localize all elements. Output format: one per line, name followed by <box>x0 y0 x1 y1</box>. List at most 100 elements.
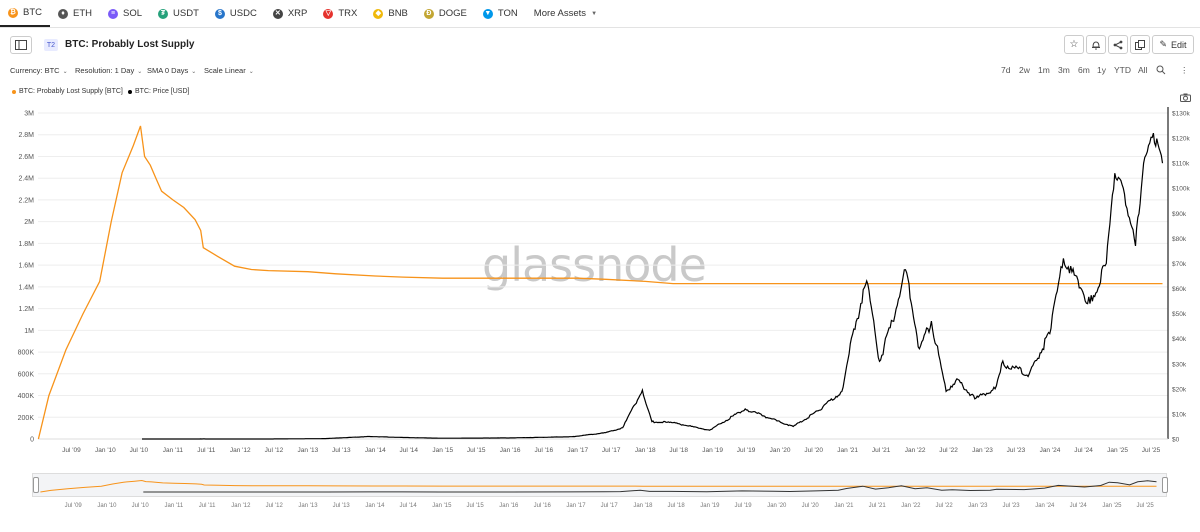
y-right-tick-label: $30k <box>1172 361 1187 368</box>
x-tick-label: Jan '11 <box>163 447 184 454</box>
y-left-tick-label: 1M <box>24 328 34 335</box>
legend-item-supply[interactable]: BTC: Probably Lost Supply [BTC] <box>12 88 123 95</box>
sidebar-toggle-button[interactable] <box>10 36 32 54</box>
y-right-tick-label: $130k <box>1172 111 1190 118</box>
navigator-right-handle[interactable] <box>1162 477 1168 493</box>
navigator-tick-label: Jul '12 <box>266 503 284 509</box>
navigator-tick-label: Jul '25 <box>1137 503 1155 509</box>
share-button[interactable] <box>1108 35 1128 54</box>
x-tick-label: Jul '23 <box>1007 447 1026 454</box>
bnb-icon: ◆ <box>373 8 384 19</box>
sidebar-icon <box>15 40 27 50</box>
navigator-tick-label: Jul '21 <box>869 503 887 509</box>
range-button-ytd[interactable]: YTD <box>1114 65 1131 75</box>
more-assets-label: More Assets <box>533 8 587 19</box>
asset-tab-usdt[interactable]: ₮ USDT <box>150 0 207 27</box>
zoom-button[interactable] <box>1156 65 1166 77</box>
x-tick-label: Jul '11 <box>197 447 215 454</box>
y-right-tick-label: $0 <box>1172 437 1180 444</box>
screenshot-button[interactable] <box>1180 89 1191 107</box>
x-tick-label: Jul '16 <box>534 447 553 454</box>
sma-select[interactable]: SMA 0 Days ⌄ <box>147 66 196 75</box>
more-assets-button[interactable]: More Assets ▼ <box>526 0 605 27</box>
range-button-1y[interactable]: 1y <box>1097 65 1106 75</box>
navigator-tick-label: Jan '24 <box>1035 503 1055 509</box>
y-left-tick-label: 2.2M <box>18 197 34 204</box>
asset-tab-doge[interactable]: Ð DOGE <box>416 0 475 27</box>
edit-button[interactable]: ✎ Edit <box>1152 35 1194 54</box>
zoom-icon <box>1156 65 1166 75</box>
x-tick-label: Jul '17 <box>602 447 621 454</box>
legend-item-price[interactable]: BTC: Price [USD] <box>128 88 189 95</box>
x-tick-label: Jan '16 <box>500 447 521 454</box>
asset-tab-eth[interactable]: ♦ ETH <box>50 0 100 27</box>
sma-label: SMA 0 Days <box>147 66 189 75</box>
range-navigator[interactable] <box>32 473 1167 497</box>
x-tick-label: Jan '15 <box>432 447 453 454</box>
navigator-tick-label: Jan '16 <box>499 503 519 509</box>
more-vertical-icon: ⋮ <box>1180 65 1189 75</box>
y-left-tick-label: 0 <box>30 437 34 444</box>
navigator-left-handle[interactable] <box>33 477 39 493</box>
y-left-tick-label: 200K <box>18 415 35 422</box>
legend-label: BTC: Probably Lost Supply [BTC] <box>19 88 123 95</box>
navigator-tick-label: Jan '25 <box>1102 503 1122 509</box>
asset-tab-usdc[interactable]: $ USDC <box>207 0 265 27</box>
range-button-2w[interactable]: 2w <box>1019 65 1030 75</box>
range-button-7d[interactable]: 7d <box>1001 65 1011 75</box>
y-right-tick-label: $40k <box>1172 336 1187 343</box>
asset-tab-xrp[interactable]: ✕ XRP <box>265 0 316 27</box>
tier-badge: T2 <box>44 39 58 51</box>
range-button-all[interactable]: All <box>1138 65 1148 75</box>
navigator-tick-label: Jul '19 <box>734 503 752 509</box>
x-tick-label: Jan '25 <box>1107 447 1128 454</box>
navigator-tick-label: Jan '21 <box>834 503 854 509</box>
navigator-tick-label: Jan '17 <box>566 503 586 509</box>
y-right-tick-label: $50k <box>1172 311 1187 318</box>
navigator-tick-label: Jul '18 <box>668 503 686 509</box>
x-tick-label: Jan '14 <box>365 447 386 454</box>
pencil-icon: ✎ <box>1159 39 1168 49</box>
asset-tab-label: BTC <box>23 7 42 18</box>
range-button-3m[interactable]: 3m <box>1058 65 1070 75</box>
range-button-6m[interactable]: 6m <box>1078 65 1090 75</box>
x-tick-label: Jul '25 <box>1142 447 1161 454</box>
chevron-down-icon: ⌄ <box>191 69 197 75</box>
y-left-tick-label: 1.6M <box>18 263 34 270</box>
chart-controls: Currency: BTC ⌄ Resolution: 1 Day ⌄ SMA 0 … <box>0 64 1200 80</box>
favorite-button[interactable]: ☆ <box>1064 35 1084 54</box>
currency-select[interactable]: Currency: BTC ⌄ <box>10 66 68 75</box>
y-left-tick-label: 3M <box>24 111 34 118</box>
watermark: glassnode <box>482 238 707 292</box>
y-left-tick-label: 400K <box>18 393 35 400</box>
asset-tab-ton[interactable]: ▼ TON <box>475 0 526 27</box>
alert-button[interactable] <box>1086 35 1106 54</box>
more-options-button[interactable]: ⋮ <box>1180 65 1189 76</box>
x-tick-label: Jul '21 <box>872 447 891 454</box>
duplicate-button[interactable] <box>1130 35 1150 54</box>
chevron-down-icon: ⌄ <box>137 69 143 75</box>
asset-tab-trx[interactable]: ▽ TRX <box>315 0 365 27</box>
tron-icon: ▽ <box>323 8 334 19</box>
chevron-down-icon: ⌄ <box>248 69 254 75</box>
asset-tab-label: TON <box>497 8 518 19</box>
resolution-select[interactable]: Resolution: 1 Day ⌄ <box>75 66 142 75</box>
y-right-tick-label: $70k <box>1172 261 1187 268</box>
asset-tab-sol[interactable]: ≡ SOL <box>100 0 150 27</box>
chart-header: T2 BTC: Probably Lost Supply ☆ ✎ Edit <box>0 34 1200 56</box>
range-button-1m[interactable]: 1m <box>1038 65 1050 75</box>
scale-select[interactable]: Scale Linear ⌄ <box>204 66 254 75</box>
navigator-tick-label: Jul '10 <box>132 503 150 509</box>
navigator-tick-label: Jan '14 <box>365 503 385 509</box>
navigator-tick-label: Jan '18 <box>633 503 653 509</box>
asset-tab-bnb[interactable]: ◆ BNB <box>365 0 416 27</box>
y-left-tick-label: 2.6M <box>18 154 34 161</box>
bitcoin-icon: ₿ <box>8 7 18 18</box>
x-tick-label: Jan '12 <box>230 447 251 454</box>
x-tick-label: Jan '22 <box>905 447 926 454</box>
y-left-tick-label: 1.2M <box>18 306 34 313</box>
asset-tab-btc[interactable]: ₿ BTC <box>0 0 50 27</box>
x-tick-label: Jul '20 <box>804 447 823 454</box>
navigator-tick-label: Jul '14 <box>400 503 418 509</box>
legend-marker <box>128 89 132 94</box>
